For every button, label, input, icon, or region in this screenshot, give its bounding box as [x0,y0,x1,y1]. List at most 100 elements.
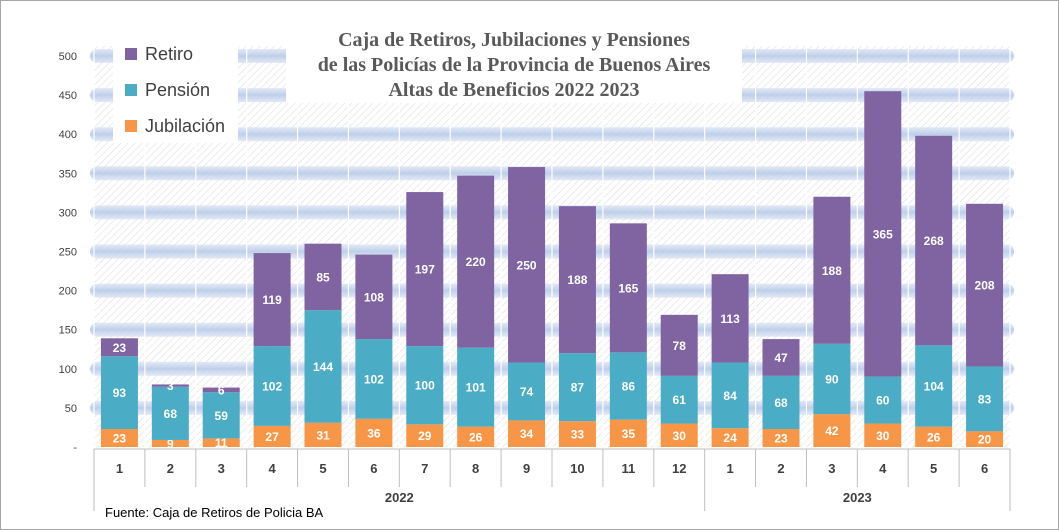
data-label-pension: 68 [164,407,178,421]
bar-retiro [915,135,953,346]
bar-pension [508,362,546,421]
bar-retiro [304,243,342,311]
data-label-retiro: 208 [975,279,995,293]
x-tick-label: 3 [828,461,835,476]
bar-jubilacion [711,428,749,447]
data-label-jubilacion: 35 [622,427,636,441]
data-label-pension: 83 [978,392,992,406]
legend: Retiro Pensión Jubilación [113,38,238,143]
legend-swatch-pension [125,84,137,96]
bar-pension [202,392,240,439]
data-label-retiro: 78 [673,339,687,353]
y-tick-label: 300 [59,207,77,219]
legend-label-jubilacion: Jubilación [145,115,226,136]
data-label-retiro: 188 [567,273,587,287]
chart-title-line-2: de las Policías de la Provincia de Bueno… [317,54,711,76]
data-label-retiro: 23 [113,341,127,355]
legend-swatch-retiro [125,48,137,60]
data-label-pension: 59 [215,409,229,423]
bar-pension [253,346,291,426]
data-label-retiro: 165 [618,281,638,295]
bar-pension [406,346,444,425]
data-label-pension: 144 [313,360,333,374]
data-label-pension: 74 [520,385,534,399]
bar-jubilacion [762,429,800,447]
y-tick-label: 100 [59,364,77,376]
bar-pension [864,376,902,424]
data-label-pension: 86 [622,380,636,394]
bar-retiro [558,206,596,354]
data-label-retiro: 365 [873,227,893,241]
data-label-jubilacion: 24 [723,431,737,445]
x-tick-label: 12 [672,461,686,476]
data-label-jubilacion: 23 [113,432,127,446]
data-label-retiro: 268 [924,234,944,248]
bar-retiro [151,384,189,387]
data-label-retiro: 113 [720,312,740,326]
chart-title: Caja de Retiros, Jubilaciones y Pensione… [286,25,742,103]
bar-pension [304,310,342,423]
data-label-retiro: 3 [167,379,174,393]
data-label-jubilacion: 20 [978,433,992,447]
bar-retiro [202,387,240,393]
data-label-retiro: 220 [466,255,486,269]
x-tick-label: 9 [523,461,530,476]
data-label-retiro: 108 [364,290,384,304]
legend-label-pension: Pensión [145,79,211,100]
x-tick-label: 2 [167,461,174,476]
chart-title-line-3: Altas de Beneficios 2022 2023 [388,79,640,101]
bar-retiro [711,274,749,363]
bar-retiro [762,339,800,376]
bar-jubilacion [660,423,698,447]
data-label-pension: 60 [876,394,890,408]
source-note: Fuente: Caja de Retiros de Policia BA [105,505,324,520]
bar-jubilacion [355,418,393,447]
bar-pension [100,356,138,430]
bar-jubilacion [609,419,647,447]
y-tick-label: 500 [59,51,77,63]
x-tick-label: 2 [777,461,784,476]
bar-jubilacion [100,429,138,447]
bar-pension [711,362,749,429]
data-label-pension: 68 [774,396,788,410]
data-label-pension: 101 [466,381,486,395]
bar-pension [762,375,800,430]
bar-jubilacion [864,423,902,447]
bar-pension [966,366,1004,432]
bar-pension [355,339,393,419]
chart-title-line-1: Caja de Retiros, Jubilaciones y Pensione… [338,29,690,51]
group-label: 2022 [385,490,414,505]
data-label-jubilacion: 29 [418,429,432,443]
bar-pension [660,375,698,424]
data-label-retiro: 119 [262,293,282,307]
x-tick-label: 11 [621,461,635,476]
bar-retiro [813,196,851,344]
x-tick-label: 3 [218,461,225,476]
data-label-retiro: 85 [316,270,330,284]
legend-item-jubilacion: Jubilación [125,116,225,136]
legend-swatch-jubilacion [125,120,137,132]
bar-retiro [660,314,698,376]
data-label-jubilacion: 31 [316,428,330,442]
bar-jubilacion [966,431,1004,447]
bar-retiro [609,223,647,353]
data-label-pension: 61 [673,393,687,407]
bar-pension [609,352,647,420]
x-tick-label: 1 [726,461,733,476]
data-label-pension: 93 [113,386,127,400]
y-tick-label: 150 [59,325,77,337]
bar-jubilacion [202,438,240,447]
data-label-retiro: 197 [415,263,435,277]
bar-jubilacion [558,421,596,447]
bar-pension [151,386,189,440]
x-tick-label: 5 [930,461,937,476]
y-tick-label: 400 [59,129,77,141]
bar-pension [457,347,495,427]
x-tick-label: 4 [879,461,887,476]
bar-retiro [253,253,291,347]
data-label-retiro: 6 [218,383,225,397]
bar-retiro [457,175,495,348]
bar-jubilacion [915,426,953,447]
data-label-pension: 100 [415,379,435,393]
